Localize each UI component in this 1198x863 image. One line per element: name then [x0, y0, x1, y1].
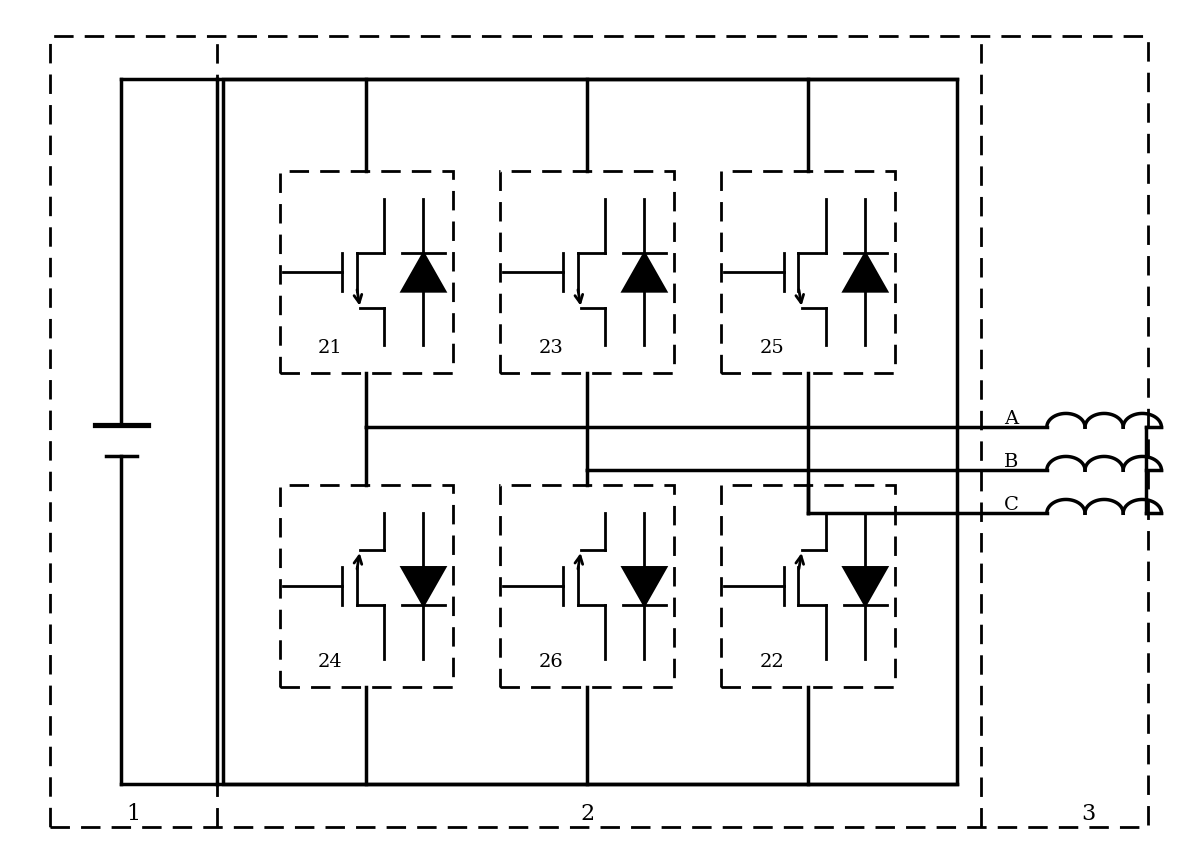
Text: C: C — [1004, 495, 1018, 513]
Bar — [279, 171, 453, 374]
Text: 1: 1 — [126, 803, 140, 825]
Bar — [501, 485, 673, 688]
Text: 21: 21 — [317, 338, 343, 356]
Text: 3: 3 — [1082, 803, 1096, 825]
Bar — [279, 485, 453, 688]
Polygon shape — [843, 567, 887, 605]
Bar — [721, 485, 895, 688]
Polygon shape — [403, 254, 444, 292]
Polygon shape — [623, 567, 666, 605]
Text: 25: 25 — [760, 338, 785, 356]
Text: 22: 22 — [760, 652, 785, 671]
Polygon shape — [403, 567, 444, 605]
Text: 2: 2 — [580, 803, 594, 825]
Text: B: B — [1004, 452, 1018, 470]
Bar — [223, 79, 957, 784]
Bar — [501, 171, 673, 374]
Polygon shape — [623, 254, 666, 292]
Text: A: A — [1004, 410, 1018, 427]
Text: 26: 26 — [539, 652, 563, 671]
Text: 24: 24 — [317, 652, 343, 671]
Polygon shape — [843, 254, 887, 292]
Text: 23: 23 — [539, 338, 564, 356]
Bar — [721, 171, 895, 374]
